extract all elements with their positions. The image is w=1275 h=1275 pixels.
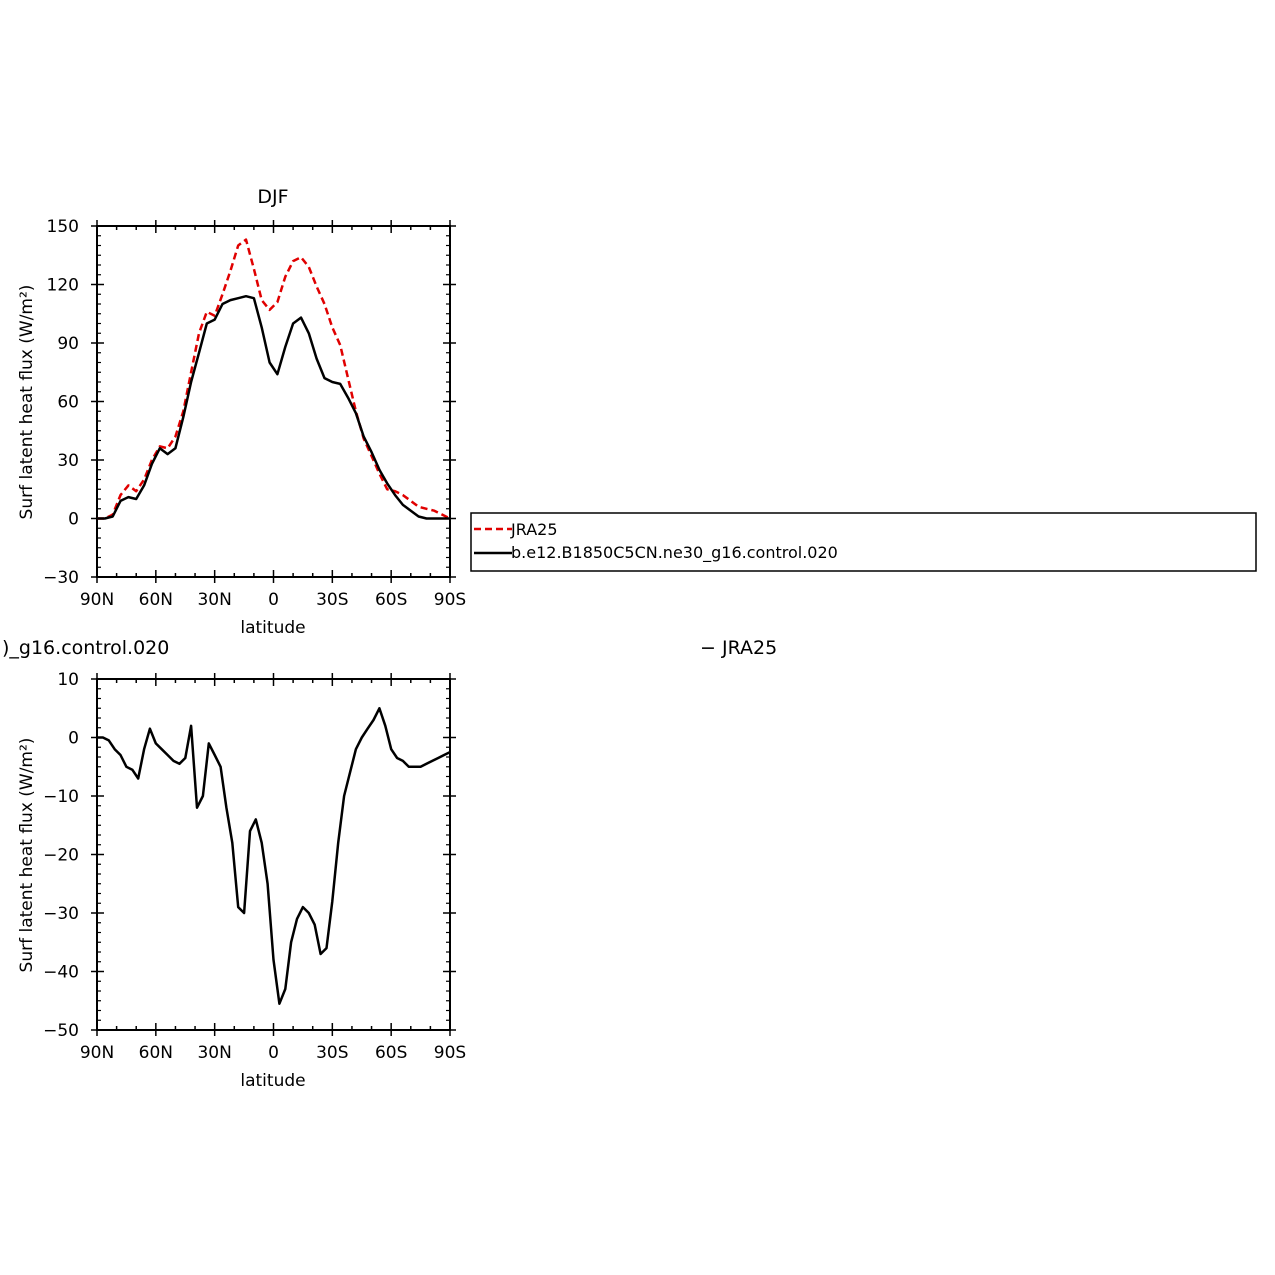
bottom-panel: )_g16.control.020 − JRA25 90N 60N 30N 0 30S 6… bbox=[2, 637, 777, 1091]
bottom-panel-title-right: − JRA25 bbox=[700, 637, 777, 659]
bottom-y-tick-label: −20 bbox=[43, 846, 79, 866]
top-series-line-1 bbox=[97, 294, 450, 520]
legend: JRA25 b.e12.B1850C5CN.ne30_g16.control.0… bbox=[470, 512, 1257, 572]
top-plot-frame bbox=[96, 225, 451, 578]
bottom-y-tick-label: −50 bbox=[43, 1021, 79, 1041]
top-x-tick-label: 90S bbox=[434, 590, 466, 610]
top-y-tick-label: 120 bbox=[47, 276, 79, 296]
legend-box bbox=[470, 512, 1257, 572]
top-series bbox=[97, 238, 451, 520]
top-x-axis-label: latitude bbox=[240, 618, 305, 638]
bottom-x-tick-label: 90S bbox=[434, 1043, 466, 1063]
bottom-x-tick-label: 90N bbox=[80, 1043, 114, 1063]
bottom-x-tick-label: 30N bbox=[197, 1043, 231, 1063]
top-x-tick-label: 30S bbox=[316, 590, 348, 610]
top-y-tick-label: 0 bbox=[68, 510, 79, 530]
bottom-x-tick-label: 0 bbox=[268, 1043, 279, 1063]
top-x-tick-label: 0 bbox=[268, 590, 279, 610]
bottom-y-tick-label: 10 bbox=[57, 670, 79, 690]
bottom-y-tick-label: −40 bbox=[43, 963, 79, 983]
bottom-series bbox=[97, 707, 451, 1005]
top-x-tick-label: 60N bbox=[139, 590, 173, 610]
bottom-x-tick-label: 30S bbox=[316, 1043, 348, 1063]
top-ticks: 90N 60N 30N 0 30S 60S 90S −30 0 30 60 90 120 150 bbox=[43, 217, 466, 610]
bottom-ticks: 90N 60N 30N 0 30S 60S 90S −50 −40 −30 −20 −10 0 10 bbox=[43, 670, 466, 1063]
bottom-y-tick-label: −10 bbox=[43, 787, 79, 807]
top-x-tick-label: 90N bbox=[80, 590, 114, 610]
top-x-tick-label: 60S bbox=[375, 590, 407, 610]
top-panel-title: DJF bbox=[257, 186, 288, 208]
bottom-x-tick-label: 60S bbox=[375, 1043, 407, 1063]
top-y-axis-label: Surf latent heat flux (W/m²) bbox=[17, 285, 37, 520]
bottom-x-axis-label: latitude bbox=[240, 1071, 305, 1091]
top-series-line-0 bbox=[97, 238, 451, 520]
top-y-tick-label: 30 bbox=[57, 451, 79, 471]
bottom-y-tick-label: 0 bbox=[68, 729, 79, 749]
legend-label-jra25: JRA25 bbox=[510, 520, 558, 539]
top-y-tick-label: 60 bbox=[57, 393, 79, 413]
legend-label-model: b.e12.B1850C5CN.ne30_g16.control.020 bbox=[511, 543, 838, 563]
top-y-tick-label: −30 bbox=[43, 568, 79, 588]
bottom-x-tick-label: 60N bbox=[139, 1043, 173, 1063]
bottom-y-tick-label: −30 bbox=[43, 904, 79, 924]
bottom-y-axis-label: Surf latent heat flux (W/m²) bbox=[17, 738, 37, 973]
bottom-panel-title-left: )_g16.control.020 bbox=[2, 637, 169, 659]
bottom-series-line-0 bbox=[97, 707, 451, 1005]
top-panel: DJF 90N 60N 30N 0 30S 60S 90S−300306090120150 … bbox=[17, 186, 466, 638]
top-y-tick-label: 90 bbox=[57, 334, 79, 354]
top-y-tick-label: 150 bbox=[47, 217, 79, 237]
top-x-tick-label: 30N bbox=[197, 590, 231, 610]
